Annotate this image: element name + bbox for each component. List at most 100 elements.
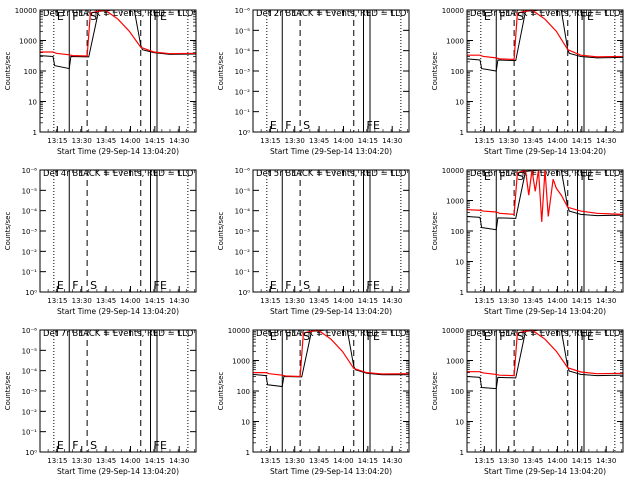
marker-label: S xyxy=(517,10,524,23)
y-tick-label: 10⁻¹ xyxy=(235,109,251,117)
x-tick-label: 13:30 xyxy=(499,137,519,145)
plot-frame xyxy=(252,329,410,453)
marker-label: F xyxy=(154,439,160,452)
x-tick-label: 14:15 xyxy=(358,457,378,465)
x-tick-label: 14:15 xyxy=(358,297,378,305)
x-tick-label: 13:30 xyxy=(285,137,305,145)
y-tick-label: 10⁻³ xyxy=(22,228,38,236)
x-tick-label: 14:15 xyxy=(358,137,378,145)
panel-title: Det 8r BLACK = Events, RED = LLD xyxy=(256,329,407,339)
y-tick-label: 1000 xyxy=(446,358,464,366)
x-tick-label: 14:30 xyxy=(596,297,616,305)
y-tick-label: 10⁻² xyxy=(235,248,251,256)
y-tick-label: 10⁰ xyxy=(238,129,250,137)
panel-title: Det 9r BLACK = Events, RED = LLD xyxy=(470,329,621,339)
x-tick-label: 14:00 xyxy=(333,137,353,145)
marker-label: S xyxy=(303,119,310,132)
panel-title: Det 1r BLACK = Events, RED = LLD xyxy=(43,9,194,19)
x-tick-label: 14:30 xyxy=(169,297,189,305)
x-tick-label: 13:45 xyxy=(523,457,543,465)
panel-title: Det 4r BLACK = Events, RED = LLD xyxy=(43,169,194,179)
y-tick-label: 10⁻¹ xyxy=(22,429,38,437)
y-tick-label: 10⁻³ xyxy=(22,388,38,396)
x-tick-label: 14:30 xyxy=(382,297,402,305)
x-tick-label: 14:00 xyxy=(333,297,353,305)
y-tick-label: 1 xyxy=(246,449,250,457)
plot-frame xyxy=(252,169,410,293)
y-tick-label: 10 xyxy=(455,419,464,427)
marker-label: E xyxy=(587,170,594,183)
y-tick-label: 10⁻¹ xyxy=(22,269,38,277)
y-tick-label: 1000 xyxy=(446,198,464,206)
x-tick-label: 14:00 xyxy=(547,457,567,465)
x-tick-label: 14:30 xyxy=(169,137,189,145)
y-tick-label: 100 xyxy=(451,228,464,236)
panel-5: Det 5r BLACK = Events, RED = LLD Counts/s… xyxy=(217,167,410,316)
marker-label: E xyxy=(587,330,594,343)
panel-title: Det 7r BLACK = Events, RED = LLD xyxy=(43,329,194,339)
marker-label: E xyxy=(270,279,277,292)
y-axis-label: Counts/sec xyxy=(431,52,439,91)
y-tick-label: 1000 xyxy=(446,38,464,46)
y-tick-label: 10 xyxy=(455,259,464,267)
y-axis-label: Counts/sec xyxy=(4,212,12,251)
x-tick-label: 14:30 xyxy=(382,137,402,145)
plot-frame xyxy=(252,9,410,133)
x-tick-label: 14:15 xyxy=(572,137,592,145)
x-tick-label: 13:30 xyxy=(72,457,92,465)
marker-label: S xyxy=(303,279,310,292)
x-tick-label: 14:30 xyxy=(596,457,616,465)
y-tick-label: 10⁰ xyxy=(238,289,250,297)
y-tick-label: 10⁻³ xyxy=(235,228,251,236)
y-tick-label: 10⁰ xyxy=(25,449,37,457)
panel-3: Det 3r BLACK = Events, RED = LLD Counts/s… xyxy=(431,7,624,156)
marker-label: F xyxy=(285,119,291,132)
y-tick-label: 10⁻⁶ xyxy=(22,327,38,335)
marker-label: F xyxy=(72,279,78,292)
y-tick-label: 100 xyxy=(24,68,37,76)
x-tick-label: 14:15 xyxy=(145,297,165,305)
panel-title: Det 3r BLACK = Events, RED = LLD xyxy=(470,9,621,19)
y-tick-label: 1 xyxy=(460,289,464,297)
marker-label: F xyxy=(367,119,373,132)
y-tick-label: 10⁻² xyxy=(22,408,38,416)
y-axis-label: Counts/sec xyxy=(217,212,225,251)
series-lld-line xyxy=(467,330,623,377)
marker-label: F xyxy=(285,330,291,343)
marker-label: E xyxy=(373,119,380,132)
x-tick-label: 14:30 xyxy=(596,137,616,145)
panel-2: Det 2r BLACK = Events, RED = LLD Counts/s… xyxy=(217,7,410,156)
x-tick-label: 13:45 xyxy=(523,297,543,305)
panel-8: Det 8r BLACK = Events, RED = LLD Counts/s… xyxy=(217,327,410,476)
marker-label: E xyxy=(270,119,277,132)
x-tick-label: 13:15 xyxy=(260,137,280,145)
marker-label: E xyxy=(160,10,167,23)
marker-label: E xyxy=(270,330,277,343)
y-tick-label: 10⁻² xyxy=(235,88,251,96)
y-tick-label: 10⁻⁶ xyxy=(22,167,38,175)
marker-label: E xyxy=(484,10,491,23)
x-tick-label: 13:45 xyxy=(523,137,543,145)
y-tick-label: 100 xyxy=(451,68,464,76)
panel-title: Det 5r BLACK = Events, RED = LLD xyxy=(256,169,407,179)
y-tick-label: 10⁻⁴ xyxy=(235,48,251,56)
x-tick-label: 14:00 xyxy=(120,297,140,305)
x-tick-label: 14:00 xyxy=(333,457,353,465)
marker-label: E xyxy=(587,10,594,23)
x-tick-label: 13:45 xyxy=(309,297,329,305)
y-axis-label: Counts/sec xyxy=(4,52,12,91)
marker-label: F xyxy=(581,170,587,183)
marker-label: F xyxy=(499,170,505,183)
marker-label: E xyxy=(373,330,380,343)
x-axis-label: Start Time (29-Sep-14 13:04:20) xyxy=(270,307,392,316)
x-tick-label: 13:30 xyxy=(72,137,92,145)
panel-6: Det 6r BLACK = Events, RED = LLDCounts/s… xyxy=(431,167,624,316)
series-lld-line xyxy=(467,170,623,222)
y-tick-label: 10 xyxy=(28,99,37,107)
x-tick-label: 13:30 xyxy=(72,297,92,305)
y-axis-label: Counts/sec xyxy=(431,372,439,411)
x-tick-label: 13:30 xyxy=(499,297,519,305)
marker-label: S xyxy=(517,330,524,343)
y-tick-label: 100 xyxy=(451,388,464,396)
